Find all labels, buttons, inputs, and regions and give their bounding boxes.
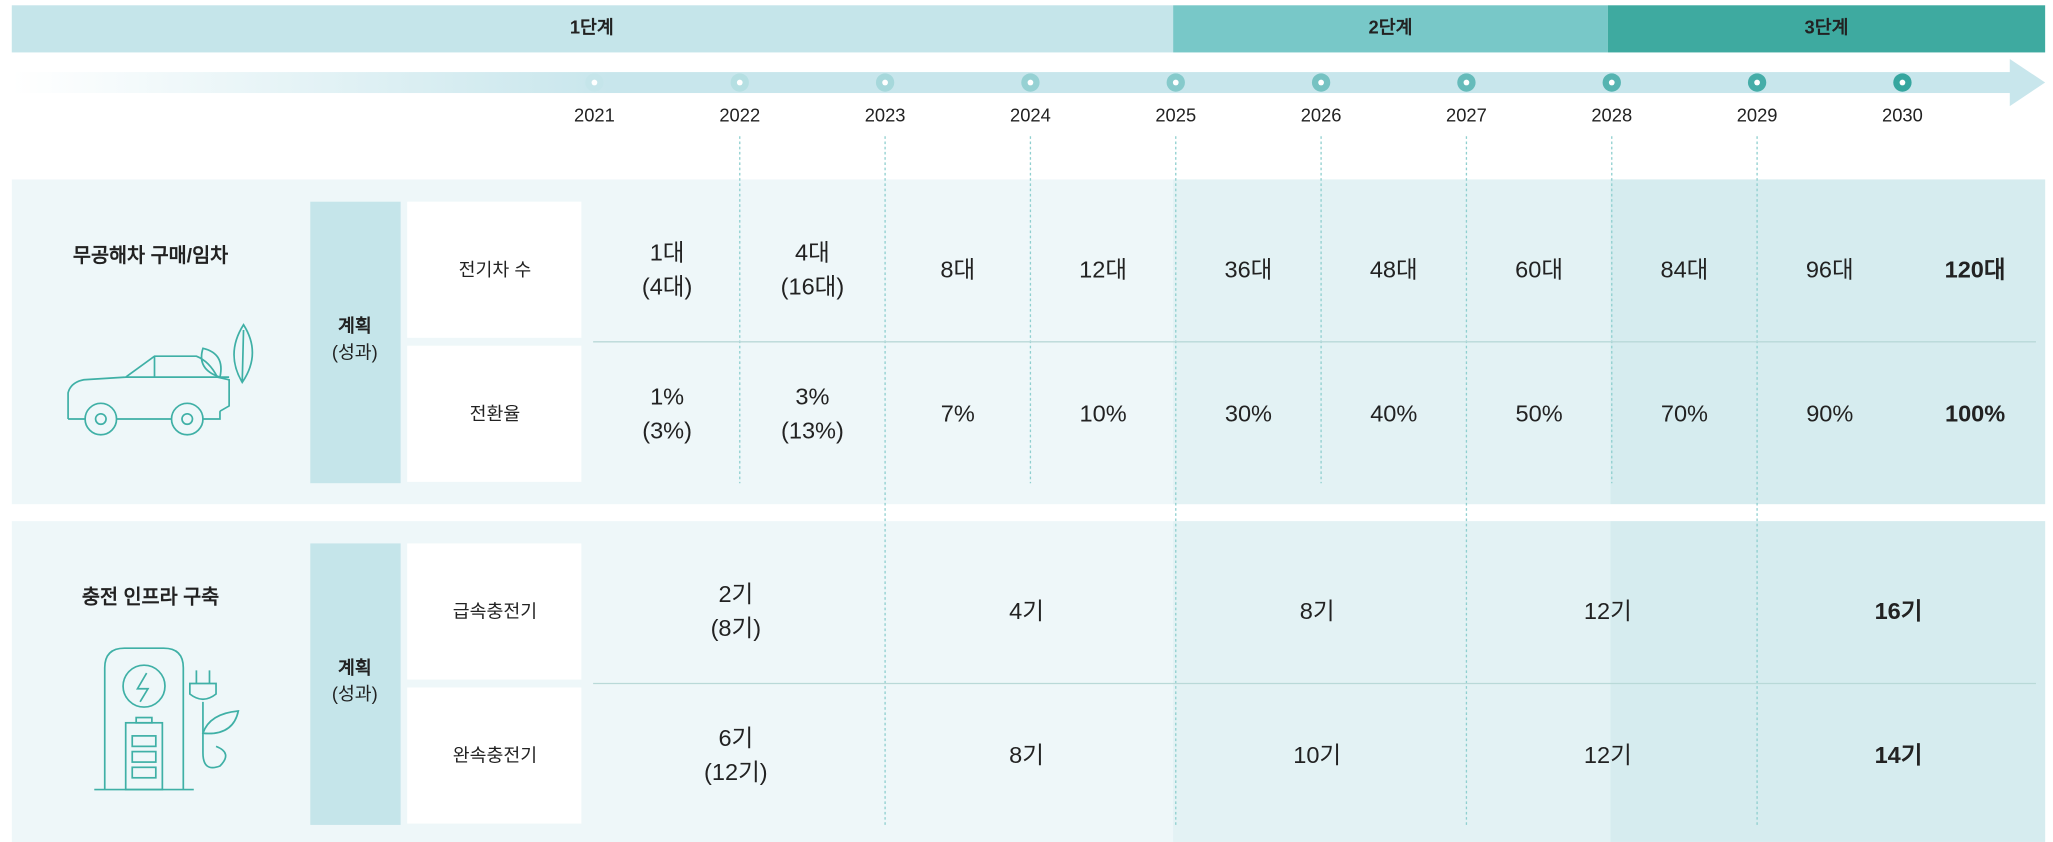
year-dot-center [1900, 80, 1906, 86]
section-title: 충전 인프라 구축 [82, 587, 219, 609]
year-dot-center [1464, 80, 1470, 86]
cell-value: 12기 [1584, 742, 1632, 768]
year-dot-center [1609, 80, 1615, 86]
year-label: 2028 [1591, 104, 1632, 125]
cell-value: (8기) [711, 615, 761, 641]
cell-value: 50% [1516, 400, 1563, 426]
row-label: 급속충전기 [453, 601, 537, 622]
cell-value: 70% [1661, 400, 1708, 426]
phase-label: 3단계 [1805, 17, 1849, 38]
phase-label: 1단계 [570, 17, 614, 38]
year-label: 2021 [574, 104, 615, 125]
cell-value: 36대 [1224, 256, 1272, 282]
shade [1173, 521, 1610, 842]
cell-value: 4기 [1009, 598, 1044, 624]
cell-value: 1% [650, 383, 684, 409]
year-label: 2027 [1446, 104, 1487, 125]
cell-value: 3% [795, 383, 829, 409]
year-dot-center [1754, 80, 1760, 86]
cell-value: 2기 [718, 581, 753, 607]
label-text: 계획 [338, 315, 372, 336]
row-label: 전환율 [470, 403, 521, 424]
cell-value: 6기 [718, 725, 753, 751]
label-text: (성과) [332, 341, 378, 362]
year-label: 2022 [719, 104, 760, 125]
year-label: 2024 [1010, 104, 1051, 125]
cell-value: 84대 [1660, 256, 1708, 282]
cell-value: (16대) [781, 273, 845, 299]
year-dot-center [1028, 80, 1034, 86]
label-text: 계획 [338, 657, 372, 678]
cell-value: 16기 [1875, 598, 1923, 624]
timeline [12, 72, 2015, 93]
cell-value: 4대 [795, 239, 830, 265]
row-label: 완속충전기 [453, 745, 537, 766]
cell-value: 14기 [1875, 742, 1923, 768]
cell-value: 1대 [650, 239, 685, 265]
year-dot-center [737, 80, 743, 86]
cell-value: (3%) [642, 417, 692, 443]
cell-value: (13%) [781, 417, 844, 443]
year-dot-center [882, 80, 888, 86]
cell-value: 96대 [1806, 256, 1854, 282]
year-dot-center [1318, 80, 1324, 86]
cell-value: 30% [1225, 400, 1272, 426]
cell-value: 8기 [1300, 598, 1335, 624]
shade [1610, 521, 2045, 842]
cell-value: (12기) [704, 759, 768, 785]
cell-value: 120대 [1945, 256, 2006, 282]
year-dot-center [1173, 80, 1179, 86]
year-dot-center [592, 80, 598, 86]
timeline-arrow [2010, 59, 2045, 106]
cell-value: 10기 [1293, 742, 1341, 768]
cell-value: 7% [941, 400, 975, 426]
cell-value: 8대 [940, 256, 975, 282]
year-label: 2025 [1155, 104, 1196, 125]
year-label: 2026 [1301, 104, 1342, 125]
cell-value: 40% [1370, 400, 1417, 426]
section-title: 무공해차 구매/임차 [73, 245, 228, 267]
roadmap: 1단계 2단계 3단계 2021 2022 2023 2024 2025 2026 2027 202… [0, 0, 2053, 842]
cell-value: 8기 [1009, 742, 1044, 768]
phase-label: 2단계 [1369, 17, 1413, 38]
year-label: 2023 [865, 104, 906, 125]
cell-value: 10% [1080, 400, 1127, 426]
cell-value: 12기 [1584, 598, 1632, 624]
cell-value: (4대) [642, 273, 692, 299]
cell-value: 100% [1945, 400, 2005, 426]
year-label: 2030 [1882, 104, 1923, 125]
cell-value: 60대 [1515, 256, 1563, 282]
label-text: (성과) [332, 683, 378, 704]
cell-value: 12대 [1079, 256, 1127, 282]
cell-value: 90% [1806, 400, 1853, 426]
row-label: 전기차 수 [459, 259, 532, 280]
cell-value: 48대 [1370, 256, 1418, 282]
year-label: 2029 [1737, 104, 1778, 125]
